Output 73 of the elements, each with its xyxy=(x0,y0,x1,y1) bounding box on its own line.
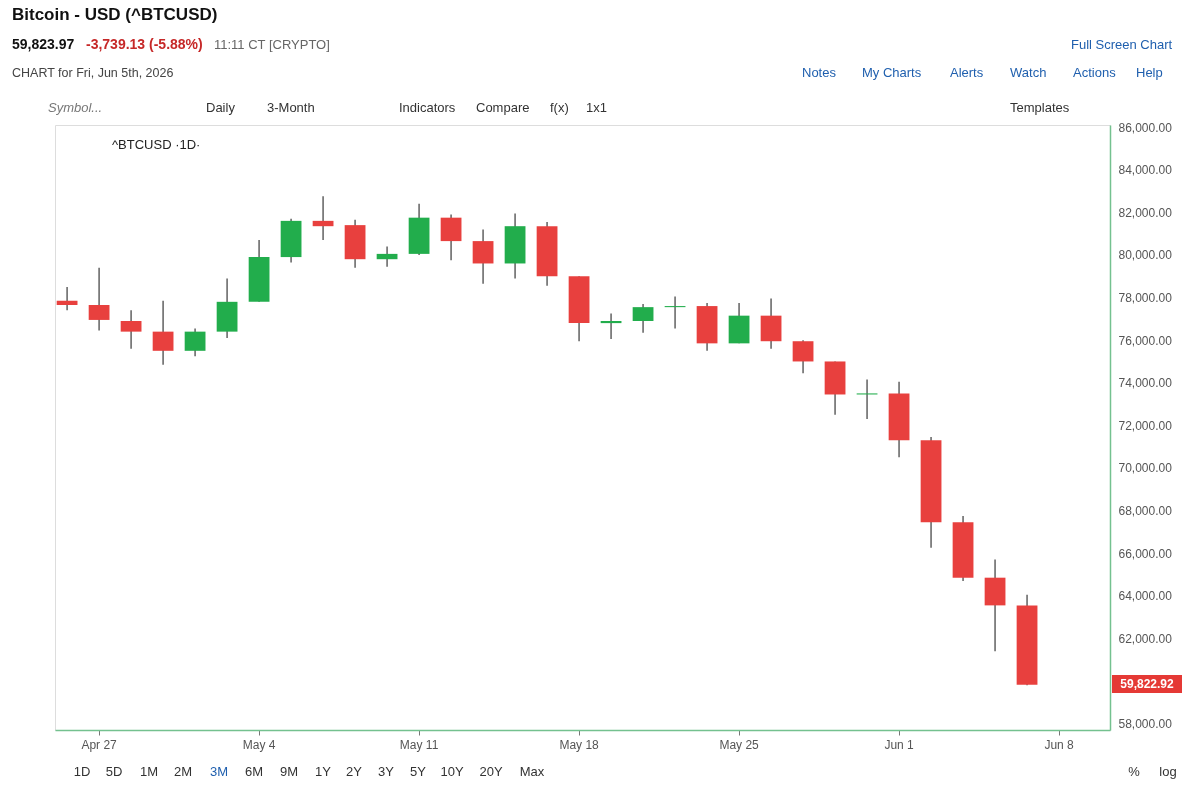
text: Notes xyxy=(802,65,837,80)
y-tick-label: 76,000.00 xyxy=(1118,333,1173,348)
text: Actions xyxy=(1073,65,1117,80)
candlestick xyxy=(472,228,494,285)
text: 9M xyxy=(279,764,299,779)
text: 3Y xyxy=(378,764,395,779)
text: Watch xyxy=(1010,65,1047,80)
candlestick xyxy=(152,300,174,366)
candlestick xyxy=(312,195,334,241)
text: 5D xyxy=(105,764,123,779)
y-tick-label: 78,000.00 xyxy=(1118,291,1173,306)
y-tick-label: 86,000.00 xyxy=(1118,120,1173,135)
candlestick xyxy=(440,213,462,261)
y-tick-label: 80,000.00 xyxy=(1118,248,1173,263)
text: % xyxy=(1128,764,1141,779)
text: f(x) xyxy=(550,100,569,115)
text: Symbol... xyxy=(48,100,103,115)
x-tick-label: May 18 xyxy=(559,737,600,752)
text: Max xyxy=(519,764,545,779)
candlestick xyxy=(56,286,78,312)
text: 20Y xyxy=(479,764,503,779)
text: Indicators xyxy=(399,100,456,115)
y-tick-label: 82,000.00 xyxy=(1118,205,1173,220)
candlestick xyxy=(120,309,142,350)
y-tick-label: 72,000.00 xyxy=(1118,418,1173,433)
x-tick-label: Jun 8 xyxy=(1044,737,1075,752)
text: 11:11 CT [CRYPTO] xyxy=(214,37,330,52)
x-tick-label: May 4 xyxy=(242,737,276,752)
text: 2Y xyxy=(346,764,363,779)
text: Full Screen Chart xyxy=(1071,37,1173,52)
x-tick-label: May 25 xyxy=(719,737,760,752)
text: 59,822.92 xyxy=(1120,677,1175,691)
text: Compare xyxy=(476,100,530,115)
x-tick-label: May 11 xyxy=(399,737,439,752)
text: 6M xyxy=(244,764,264,779)
text: 3M xyxy=(209,764,229,779)
candlestick xyxy=(88,267,110,332)
text: -3,739.13 (-5.88%) xyxy=(86,36,203,52)
chart-title: Bitcoin - USD (^BTCUSD) xyxy=(12,5,218,24)
candlestick xyxy=(664,295,686,330)
text: My Charts xyxy=(862,65,922,80)
text: 2M xyxy=(173,764,193,779)
text: 1Y xyxy=(315,764,332,779)
text: 3-Month xyxy=(267,100,315,115)
text: 1D xyxy=(73,764,91,779)
annotation: ^BTCUSD ·1D· xyxy=(112,137,201,152)
y-tick-label: 84,000.00 xyxy=(1118,163,1173,178)
y-tick-label: 70,000.00 xyxy=(1118,461,1173,476)
text: Daily xyxy=(206,100,236,115)
candlestick xyxy=(376,245,398,268)
text: CHART for Fri, Jun 5th, 2026 xyxy=(12,66,174,80)
y-tick-label: 66,000.00 xyxy=(1118,546,1173,561)
y-tick-label: 68,000.00 xyxy=(1118,504,1173,519)
candlestick xyxy=(184,327,206,357)
text: 5Y xyxy=(410,764,427,779)
candlestick xyxy=(600,312,622,340)
text: 1x1 xyxy=(586,100,607,115)
text: Templates xyxy=(1010,100,1070,115)
chart-subtitle: 59,823.97 xyxy=(12,36,75,52)
y-tick-label: 74,000.00 xyxy=(1118,376,1173,391)
x-tick-label: Apr 27 xyxy=(81,737,118,752)
x-tick-label: Jun 1 xyxy=(884,737,915,752)
candlestick xyxy=(792,339,814,374)
y-tick-label: 58,000.00 xyxy=(1118,717,1173,732)
text: Alerts xyxy=(950,65,984,80)
candlestick xyxy=(856,378,878,420)
y-tick-label: 62,000.00 xyxy=(1118,631,1173,646)
text: log xyxy=(1159,764,1177,779)
y-tick-label: 64,000.00 xyxy=(1118,589,1173,604)
text: 1M xyxy=(139,764,159,779)
candlestick xyxy=(632,303,654,334)
text: 10Y xyxy=(440,764,464,779)
text: Help xyxy=(1136,65,1163,80)
